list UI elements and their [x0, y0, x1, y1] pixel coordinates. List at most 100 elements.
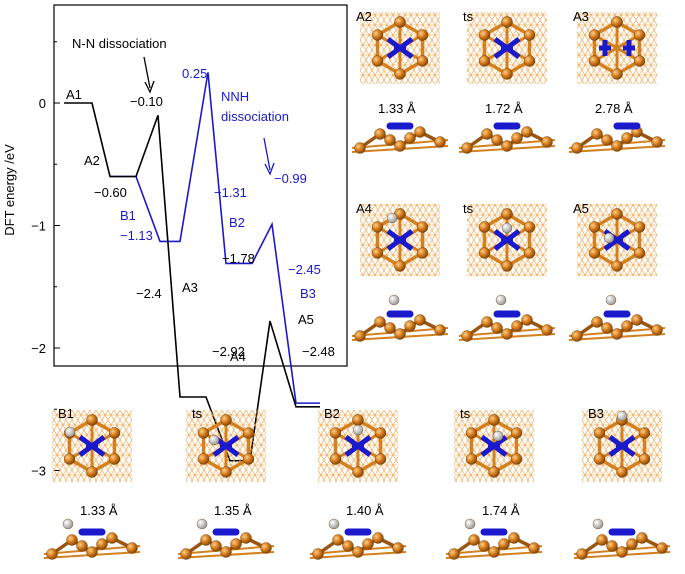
- cu-atom: [523, 221, 536, 233]
- cu-atom: [593, 427, 606, 439]
- hydrogen-atom: [492, 430, 504, 442]
- hydrogen-atom: [605, 294, 617, 306]
- cu-atom: [588, 247, 601, 259]
- cu-atom: [501, 208, 513, 220]
- state-label-b1: B1: [120, 208, 136, 223]
- cu-atom: [541, 324, 553, 336]
- cu-atom: [354, 330, 366, 342]
- cu-atom: [352, 466, 364, 478]
- panel-label: ts: [463, 201, 474, 216]
- cu-atom: [394, 16, 406, 28]
- value-label: −1.31: [214, 185, 247, 200]
- cu-atom: [230, 538, 242, 550]
- panel-top-ts: [458, 12, 556, 154]
- bond-distance-label: 1.33 Å: [80, 503, 118, 518]
- cu-atom: [633, 55, 646, 67]
- cu-atom: [651, 324, 663, 336]
- hydrogen-atom: [603, 232, 615, 244]
- panel-top-a3: [568, 12, 666, 154]
- panel-bottom-ts: [177, 410, 275, 560]
- chart-frame: [53, 4, 348, 367]
- panel-bottom-b2: [309, 410, 407, 560]
- state-label-a5: A5: [298, 312, 314, 327]
- hydrogen-atom: [592, 518, 604, 530]
- hydrogen-atom: [196, 518, 208, 530]
- cu-atom: [416, 55, 429, 67]
- cu-atom: [371, 221, 384, 233]
- cu-atom: [404, 320, 416, 332]
- cu-atom: [611, 140, 623, 152]
- cu-atom: [200, 534, 212, 546]
- cu-atom: [220, 414, 232, 426]
- series-nnh-path: [110, 72, 320, 404]
- cu-atom: [416, 29, 429, 41]
- cu-atom: [126, 542, 138, 554]
- nitrogen-molecule: [78, 435, 106, 457]
- cu-atom: [510, 427, 523, 439]
- panel-bottom-ts: [445, 410, 543, 560]
- panel-bottom-b3: [573, 410, 671, 560]
- hydrogen-atom: [352, 424, 364, 436]
- bond-distance-label: 1.72 Å: [485, 101, 523, 116]
- cu-atom: [394, 260, 406, 272]
- cu-atom: [651, 136, 663, 148]
- cu-atom: [220, 546, 232, 558]
- cu-atom: [372, 532, 384, 544]
- cu-atom: [511, 320, 523, 332]
- state-label-b2: B2: [229, 215, 245, 230]
- cu-atom: [63, 453, 76, 465]
- cu-atom: [220, 466, 232, 478]
- cu-atom: [508, 532, 520, 544]
- panel-label: A3: [573, 9, 589, 24]
- cu-atom: [528, 542, 540, 554]
- panel-label: B2: [324, 406, 340, 421]
- cu-atom: [523, 55, 536, 67]
- cu-atom: [371, 29, 384, 41]
- cu-atom: [501, 140, 513, 152]
- panel-label: A5: [573, 201, 589, 216]
- cu-atom: [108, 453, 121, 465]
- cu-atom: [66, 534, 78, 546]
- state-label-b3: B3: [300, 286, 316, 301]
- annotation-nnh-arrow: [263, 137, 271, 171]
- cu-atom: [633, 221, 646, 233]
- y-tick-label: −2: [31, 341, 46, 356]
- cu-atom: [210, 540, 222, 552]
- cu-atom: [588, 55, 601, 67]
- cu-atom: [404, 132, 416, 144]
- cu-atom: [491, 322, 503, 334]
- hydrogen-atom: [388, 294, 400, 306]
- cu-atom: [576, 548, 588, 560]
- panel-label: B3: [588, 406, 604, 421]
- hydrogen-atom: [328, 518, 340, 530]
- cu-atom: [312, 548, 324, 560]
- cu-atom: [46, 548, 58, 560]
- cu-atom: [352, 414, 364, 426]
- cu-atom: [354, 142, 366, 154]
- y-tick-label: −1: [31, 219, 46, 234]
- panel-top2-a4: [351, 204, 449, 342]
- structure-panels: A2 1.33 Å ts 1.72 Å A3 2.78 Å A4 ts A5 B1 1.33 Å ts…: [43, 9, 671, 560]
- cu-atom: [621, 320, 633, 332]
- cu-atom: [371, 247, 384, 259]
- cu-atom: [106, 532, 118, 544]
- annotation-nn-dissociation: N-N dissociation: [72, 36, 167, 51]
- cu-atom: [416, 221, 429, 233]
- value-label: −0.99: [274, 171, 307, 186]
- cu-atom: [394, 328, 406, 340]
- state-label-a1: A1: [66, 87, 82, 102]
- cu-atom: [593, 453, 606, 465]
- cu-atom: [521, 126, 533, 138]
- cu-atom: [329, 453, 342, 465]
- cu-atom: [591, 316, 603, 328]
- panel-top-a2: [351, 12, 449, 154]
- cu-atom: [510, 453, 523, 465]
- cu-atom: [541, 136, 553, 148]
- bond-distance-label: 1.74 Å: [482, 503, 520, 518]
- value-label: −0.60: [94, 185, 127, 200]
- cu-atom: [342, 540, 354, 552]
- y-axis-label: DFT energy /eV: [2, 144, 17, 236]
- annotation-nnh-line2: dissociation: [221, 109, 289, 124]
- nitrogen-molecule: [344, 435, 372, 457]
- cu-atom: [468, 534, 480, 546]
